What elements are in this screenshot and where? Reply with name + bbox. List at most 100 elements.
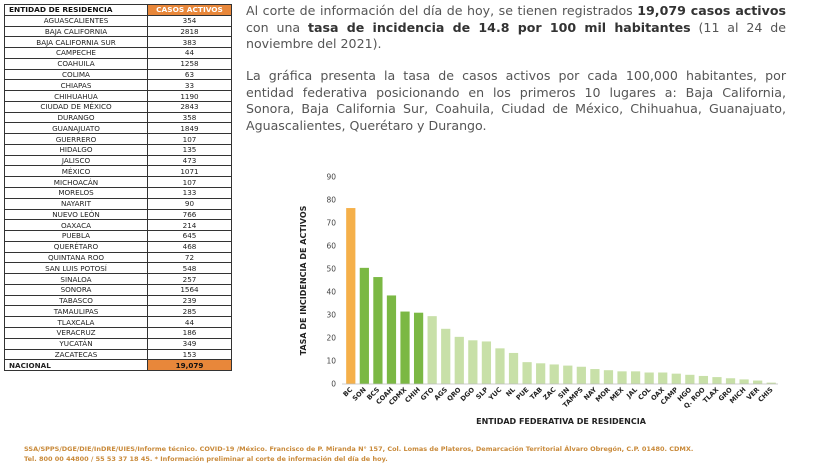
summary-text-3: (11 al 24 de noviembre del 2021). — [246, 19, 786, 52]
summary-text-2: con una — [246, 19, 308, 35]
row-entity-name: NUEVO LEÓN — [4, 208, 148, 221]
chart-bars — [346, 208, 776, 384]
bar-nay — [590, 369, 600, 384]
row-entity-name: CHIAPAS — [4, 79, 148, 92]
row-entity-name: DURANGO — [4, 111, 148, 124]
x-tick-label: ZAC — [542, 386, 558, 402]
table-row: GUANAJUATO 1849 — [4, 122, 232, 135]
footer-line-1: SSA/SPPS/DGE/DIE/InDRE/UIES/Informe técn… — [24, 445, 694, 453]
row-entity-name: MORELOS — [4, 187, 148, 199]
row-entity-name: NAYARIT — [4, 197, 148, 210]
row-active-cases: 63 — [147, 68, 232, 81]
table-row: CIUDAD DE MÉXICO 2843 — [4, 100, 232, 113]
table-row: JALISCO 473 — [4, 154, 232, 167]
bar-hgo — [685, 374, 695, 384]
row-active-cases: 1071 — [147, 165, 232, 178]
row-active-cases: 186 — [147, 326, 232, 339]
row-active-cases: 285 — [147, 305, 232, 318]
table-row: OAXACA 214 — [4, 219, 232, 232]
bar-tamps — [576, 366, 586, 384]
footer-source: SSA/SPPS/DGE/DIE/InDRE/UIES/Informe técn… — [24, 445, 804, 464]
table-row: MÉXICO 1071 — [4, 165, 232, 178]
bar-slp — [481, 341, 492, 384]
y-tick-label: 40 — [326, 288, 336, 297]
bar-mor — [603, 370, 614, 384]
bar-ver — [753, 380, 763, 384]
table-row: TABASCO 239 — [4, 294, 232, 307]
bar-dgo — [468, 340, 478, 384]
summary-incidence-rate: tasa de incidencia de 14.8 por 100 mil h… — [308, 19, 691, 35]
row-active-cases: 33 — [147, 79, 232, 92]
table-row: BAJA CALIFORNIA 2818 — [4, 25, 232, 38]
row-active-cases: 349 — [147, 337, 232, 350]
table-total-row: NACIONAL 19,079 — [4, 359, 232, 372]
y-axis-title: TASA DE INCIDENCIA DE ACTIVOS — [299, 205, 308, 355]
row-entity-name: TABASCO — [4, 294, 148, 307]
bar-nl — [508, 352, 519, 384]
table-header-row: ENTIDAD DE RESIDENCIA CASOS ACTIVOS — [4, 4, 232, 16]
bar-cdmx — [400, 311, 410, 384]
table-row: COAHUILA 1258 — [4, 57, 232, 70]
x-tick-label: SLP — [474, 386, 490, 402]
table-row: BAJA CALIFORNIA SUR 383 — [4, 36, 232, 49]
table-row: MORELOS 133 — [4, 187, 232, 199]
x-axis-title: ENTIDAD FEDERATIVA DE RESIDENCIA — [476, 417, 647, 426]
row-entity-name: TLAXCALA — [4, 316, 148, 328]
table-row: NAYARIT 90 — [4, 197, 232, 210]
table-row: TAMAULIPAS 285 — [4, 305, 232, 318]
y-tick-label: 20 — [326, 334, 336, 343]
bar-mex — [617, 371, 627, 384]
table-row: SONORA 1564 — [4, 283, 232, 296]
row-entity-name: JALISCO — [4, 154, 148, 167]
table-row: HIDALGO 135 — [4, 143, 232, 156]
row-entity-name: QUERÉTARO — [4, 240, 148, 253]
row-active-cases: 2818 — [147, 25, 232, 38]
row-entity-name: PUEBLA — [4, 230, 148, 242]
y-tick-label: 0 — [331, 380, 336, 389]
y-tick-label: 70 — [326, 219, 336, 228]
table-row: AGUASCALIENTES 354 — [4, 14, 232, 27]
row-active-cases: 44 — [147, 47, 232, 59]
row-active-cases: 645 — [147, 230, 232, 242]
row-active-cases: 133 — [147, 187, 232, 199]
row-entity-name: GUERRERO — [4, 133, 148, 145]
summary-paragraph: Al corte de información del día de hoy, … — [246, 3, 786, 53]
total-label: NACIONAL — [4, 359, 148, 372]
x-tick-label: TAB — [528, 386, 544, 402]
row-entity-name: GUANAJUATO — [4, 122, 148, 135]
bar-bcs — [373, 277, 383, 384]
table-row: DURANGO 358 — [4, 111, 232, 124]
x-tick-label: QRO — [446, 385, 463, 402]
row-entity-name: YUCATÁN — [4, 337, 148, 350]
row-active-cases: 383 — [147, 36, 232, 49]
table-header-active-cases: CASOS ACTIVOS — [147, 4, 232, 16]
row-entity-name: TAMAULIPAS — [4, 305, 148, 318]
bar-col — [644, 372, 654, 384]
table-row: SAN LUIS POTOSÍ 548 — [4, 262, 232, 275]
bar-gro — [725, 378, 736, 384]
row-active-cases: 107 — [147, 133, 232, 145]
chart-description-paragraph: La gráfica presenta la tasa de casos act… — [246, 68, 786, 133]
y-tick-label: 30 — [326, 311, 336, 320]
cases-table: ENTIDAD DE RESIDENCIA CASOS ACTIVOS AGUA… — [4, 4, 232, 372]
row-active-cases: 257 — [147, 273, 232, 285]
table-row: CHIAPAS 33 — [4, 79, 232, 92]
summary-text-1: Al corte de información del día de hoy, … — [246, 3, 638, 18]
table-row: SINALOA 257 — [4, 273, 232, 285]
table-row: VERACRUZ 186 — [4, 326, 232, 339]
bar-jal — [630, 371, 641, 384]
bar-tab — [536, 363, 546, 384]
row-entity-name: QUINTANA ROO — [4, 251, 148, 264]
row-active-cases: 135 — [147, 143, 232, 156]
bar-tlax — [712, 377, 722, 384]
row-active-cases: 1849 — [147, 122, 232, 135]
bar-bc — [346, 208, 356, 384]
row-active-cases: 1190 — [147, 90, 232, 102]
table-row: QUINTANA ROO 72 — [4, 251, 232, 264]
x-tick-label: SON — [351, 386, 368, 403]
row-active-cases: 354 — [147, 14, 232, 27]
total-value: 19,079 — [147, 359, 232, 372]
y-axis-ticks: 0 10 20 30 40 50 60 70 80 90 — [326, 173, 336, 389]
row-active-cases: 1564 — [147, 283, 232, 296]
